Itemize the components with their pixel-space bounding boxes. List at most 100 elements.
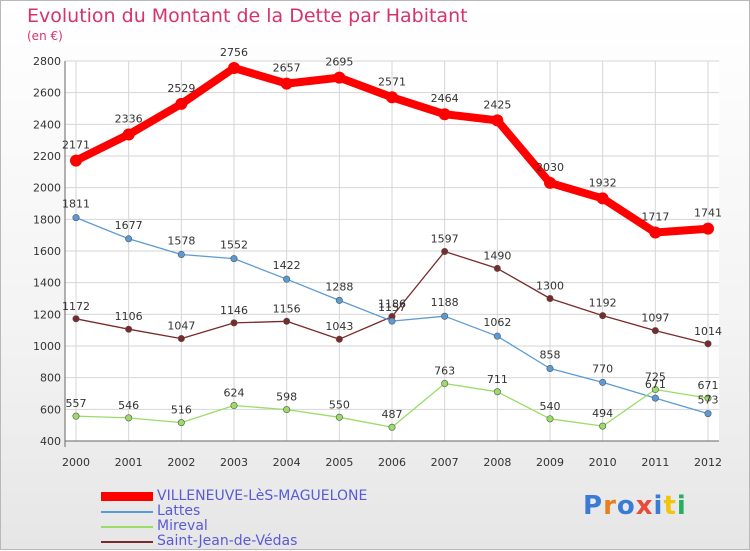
data-point [546, 415, 554, 423]
data-point [280, 77, 293, 90]
data-label: 671 [645, 378, 666, 391]
data-label: 1932 [589, 176, 617, 189]
data-point [230, 319, 238, 327]
data-point [230, 255, 238, 263]
data-label: 1157 [378, 301, 406, 314]
data-point [651, 394, 659, 402]
data-point [438, 108, 451, 121]
data-point [493, 332, 501, 340]
legend-label-saint-jean: Saint-Jean-de-Védas [157, 533, 298, 549]
y-tick-label: 1800 [33, 213, 61, 226]
data-label: 1172 [62, 300, 90, 313]
data-point [546, 364, 554, 372]
data-label: 546 [118, 399, 139, 412]
x-tick-label: 2003 [220, 456, 248, 469]
data-point [544, 176, 556, 189]
data-label: 1192 [589, 297, 617, 310]
data-label: 624 [224, 387, 245, 400]
data-label: 1490 [483, 249, 511, 262]
data-point [228, 61, 240, 74]
x-tick-label: 2000 [62, 456, 90, 469]
data-point [702, 222, 714, 235]
data-label: 2529 [167, 82, 195, 95]
data-point [649, 226, 662, 239]
data-point [386, 91, 398, 104]
data-label: 1741 [694, 207, 722, 220]
data-label: 2571 [378, 75, 406, 88]
data-label: 725 [645, 371, 666, 384]
data-label: 1422 [273, 259, 301, 272]
data-point [491, 114, 504, 127]
data-label: 494 [592, 407, 613, 420]
data-label: 770 [592, 362, 613, 375]
data-point [388, 423, 396, 431]
data-point [72, 214, 80, 222]
logo-letter: P [583, 491, 604, 521]
x-tick-label: 2001 [115, 456, 143, 469]
data-label: 2425 [483, 98, 511, 111]
data-point [493, 264, 501, 272]
data-point [230, 402, 238, 410]
data-label: 711 [487, 373, 508, 386]
data-point [335, 296, 343, 304]
data-point [125, 235, 133, 243]
data-point [177, 250, 185, 258]
y-tick-label: 1400 [33, 277, 61, 290]
data-label: 2756 [220, 46, 248, 59]
data-point [704, 394, 712, 402]
legend-label-villeneuve: VILLENEUVE-LèS-MAGUELONE [157, 488, 368, 504]
x-tick-label: 2004 [273, 456, 301, 469]
data-point [125, 325, 133, 333]
data-label: 2030 [536, 161, 564, 174]
legend-label-lattes: Lattes [157, 503, 201, 519]
data-point [125, 414, 133, 422]
data-label: 557 [66, 397, 87, 410]
data-point [70, 154, 82, 167]
data-label: 598 [276, 391, 297, 404]
y-tick-label: 800 [40, 372, 61, 385]
x-tick-label: 2012 [694, 456, 722, 469]
data-label: 573 [698, 394, 719, 407]
data-label: 671 [698, 379, 719, 392]
data-point [599, 422, 607, 430]
data-label: 540 [540, 400, 561, 413]
data-point [596, 192, 609, 205]
data-label: 2464 [431, 92, 459, 105]
y-tick-label: 1200 [33, 308, 61, 321]
data-label: 858 [540, 348, 561, 361]
data-label: 1578 [167, 234, 195, 247]
y-tick-label: 2000 [33, 182, 61, 195]
x-tick-label: 2008 [483, 456, 511, 469]
data-point [122, 128, 135, 141]
data-point [493, 388, 501, 396]
data-label: 516 [171, 404, 192, 417]
y-tick-label: 2200 [33, 150, 61, 163]
x-tick-label: 2009 [536, 456, 564, 469]
data-point [441, 380, 449, 388]
logo-letter: x [635, 491, 654, 521]
y-tick-label: 1600 [33, 245, 61, 258]
data-point [283, 406, 291, 414]
data-label: 1047 [167, 320, 195, 333]
chart-title: Evolution du Montant de la Dette par Hab… [27, 5, 468, 27]
data-label: 763 [434, 365, 455, 378]
data-label: 2171 [62, 139, 90, 152]
y-tick-label: 400 [40, 435, 61, 448]
data-label: 1188 [431, 296, 459, 309]
data-label: 1811 [62, 198, 90, 211]
data-label: 1097 [641, 312, 669, 325]
legend-swatch-mireval [101, 526, 153, 528]
data-point [599, 378, 607, 386]
data-label: 1156 [273, 302, 301, 315]
x-tick-label: 2011 [641, 456, 669, 469]
x-tick-label: 2006 [378, 456, 406, 469]
legend-swatch-saint-jean [101, 541, 153, 543]
data-label: 550 [329, 398, 350, 411]
chart-subtitle: (en €) [27, 29, 63, 43]
legend-swatch-villeneuve [101, 492, 153, 501]
data-label: 2336 [115, 112, 143, 125]
data-point [333, 71, 346, 84]
logo-letter: r [603, 491, 617, 521]
data-point [441, 247, 449, 255]
